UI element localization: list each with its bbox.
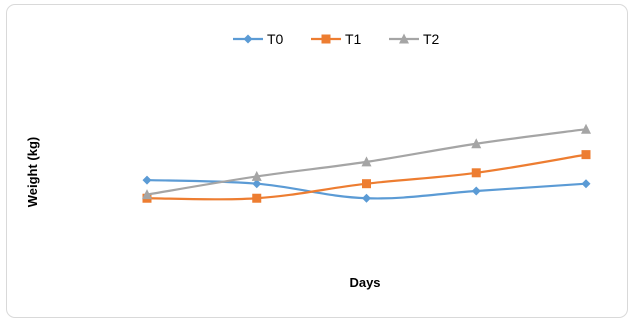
data-point-t2-3 xyxy=(361,156,372,167)
data-point-t1-2 xyxy=(252,193,262,203)
data-point-t0-3 xyxy=(362,193,371,203)
legend-item-t2: T2 xyxy=(389,31,440,47)
legend-item-t0: T0 xyxy=(233,31,284,47)
data-point-t2-2 xyxy=(251,170,262,181)
chart-frame xyxy=(6,4,628,318)
legend-label-t2: T2 xyxy=(423,31,440,47)
legend-marker-t0 xyxy=(243,34,253,44)
x-axis-title: Days xyxy=(349,275,380,290)
data-point-t2-1 xyxy=(142,189,152,200)
data-point-t0-4 xyxy=(471,186,481,196)
data-point-t1-5 xyxy=(581,150,591,160)
series-t2 xyxy=(142,123,591,200)
legend: T0 T1 T2 xyxy=(233,31,440,47)
data-point-t0-5 xyxy=(581,179,591,189)
legend-marker-t2 xyxy=(399,33,409,44)
data-point-t1-4 xyxy=(471,168,481,178)
data-point-t0-2 xyxy=(252,179,262,189)
y-axis-title: Weight (kg) xyxy=(25,137,40,208)
data-point-t0-1 xyxy=(142,175,152,185)
data-point-t1-3 xyxy=(362,179,371,189)
data-point-t2-4 xyxy=(471,138,482,149)
legend-marker-t1 xyxy=(321,34,331,44)
legend-label-t1: T1 xyxy=(345,31,362,47)
series-layer xyxy=(142,123,591,203)
legend-item-t1: T1 xyxy=(311,31,362,47)
legend-label-t0: T0 xyxy=(267,31,284,47)
data-point-t2-5 xyxy=(581,123,591,134)
